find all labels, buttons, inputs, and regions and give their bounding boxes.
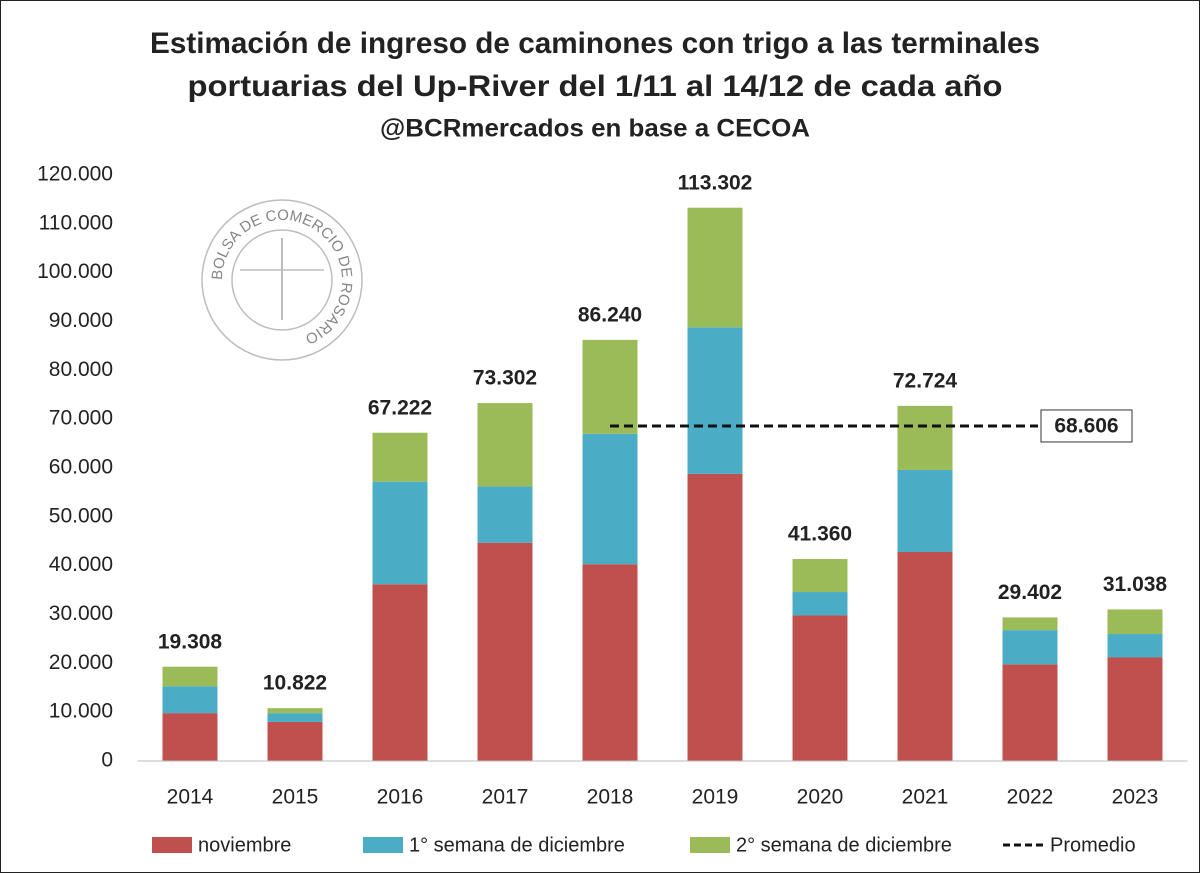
y-tick-label: 40.000 <box>49 553 113 576</box>
bar-segment <box>477 403 533 487</box>
bar-segment <box>477 486 533 543</box>
bar-segment <box>162 666 218 687</box>
average-box <box>1040 409 1133 443</box>
bar-segment <box>267 721 323 761</box>
x-tick-label: 2017 <box>482 786 529 809</box>
y-tick-label: 90.000 <box>49 309 113 332</box>
bar-segment <box>1002 664 1058 761</box>
chart-subtitle: @BCRmercados en base a CECOA <box>380 115 810 143</box>
y-tick-label: 50.000 <box>49 504 113 527</box>
bar-segment <box>792 559 848 593</box>
legend-swatch <box>690 837 730 853</box>
y-tick-label: 100.000 <box>37 260 113 283</box>
x-tick-label: 2014 <box>167 786 214 809</box>
legend-label: 1° semana de diciembre <box>409 834 625 856</box>
bar-segment <box>267 713 323 722</box>
bar-segment <box>162 686 218 714</box>
legend-swatch <box>152 837 192 853</box>
y-tick-label: 120.000 <box>37 163 113 186</box>
total-label: 41.360 <box>788 523 852 546</box>
chart-title: Estimación de ingreso de caminones con t… <box>150 27 1040 60</box>
y-tick-label: 30.000 <box>49 602 113 625</box>
x-tick-label: 2023 <box>1112 786 1159 809</box>
x-tick-label: 2019 <box>692 786 739 809</box>
bar-segment <box>687 473 743 761</box>
total-label: 113.302 <box>678 171 753 194</box>
bar-segment <box>1107 609 1163 635</box>
x-tick-label: 2016 <box>377 786 424 809</box>
bar-segment <box>897 469 953 552</box>
x-tick-label: 2022 <box>1007 786 1054 809</box>
bar-segment <box>372 584 428 761</box>
y-tick-label: 10.000 <box>49 700 113 723</box>
bar-segment <box>267 708 323 714</box>
total-label: 19.308 <box>158 630 223 653</box>
total-label: 29.402 <box>998 581 1062 604</box>
x-tick-label: 2020 <box>797 786 844 809</box>
bar-segment <box>162 713 218 761</box>
total-label: 67.222 <box>368 396 432 419</box>
bar-segment <box>687 207 743 328</box>
total-label: 72.724 <box>893 369 958 392</box>
bar-segment <box>792 592 848 616</box>
legend-label: 2° semana de diciembre <box>736 834 952 856</box>
y-tick-label: 20.000 <box>49 651 113 674</box>
bar-segment <box>582 433 638 565</box>
y-tick-label: 70.000 <box>49 407 113 430</box>
bar-segment <box>582 339 638 434</box>
bar-segment <box>1002 630 1058 665</box>
y-tick-label: 0 <box>101 749 113 772</box>
y-tick-label: 80.000 <box>49 358 113 381</box>
bar-segment <box>1107 634 1163 658</box>
bar-segment <box>897 551 953 761</box>
total-label: 10.822 <box>263 672 327 695</box>
bar-segment <box>687 327 743 474</box>
total-label: 86.240 <box>578 303 642 326</box>
legend-label: Promedio <box>1050 834 1136 856</box>
bar-segment <box>372 432 428 482</box>
legend-swatch <box>363 837 403 853</box>
bar-segment <box>477 542 533 761</box>
bar-segment <box>582 564 638 761</box>
bar-segment <box>1002 617 1058 631</box>
average-label: 68.606 <box>1054 415 1118 438</box>
y-tick-label: 110.000 <box>39 211 113 234</box>
y-tick-label: 60.000 <box>49 456 113 479</box>
total-label: 31.038 <box>1103 573 1168 596</box>
bar-segment <box>372 481 428 585</box>
x-tick-label: 2018 <box>587 786 634 809</box>
bar-segment <box>897 405 953 470</box>
bar-segment <box>1107 657 1163 761</box>
legend-label: noviembre <box>198 834 291 856</box>
x-tick-label: 2015 <box>272 786 319 809</box>
x-tick-label: 2021 <box>902 786 949 809</box>
total-label: 73.302 <box>473 367 537 390</box>
bar-segment <box>792 615 848 761</box>
chart-title: portuarias del Up-River del 1/11 al 14/1… <box>188 70 1003 103</box>
